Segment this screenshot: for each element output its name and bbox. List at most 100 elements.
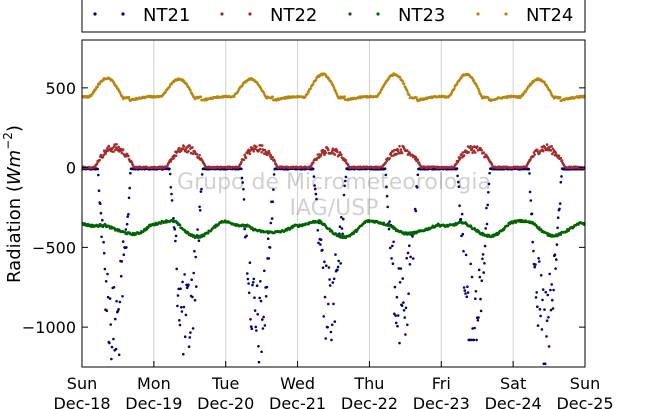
data-point — [206, 232, 210, 235]
data-point — [482, 151, 486, 154]
data-point — [98, 158, 101, 162]
data-point — [461, 151, 465, 154]
data-point — [401, 277, 405, 280]
data-point — [108, 297, 112, 300]
data-point — [550, 283, 553, 286]
data-point — [408, 263, 412, 266]
data-point — [244, 156, 248, 159]
data-point — [110, 345, 114, 349]
data-point — [257, 345, 260, 348]
data-point — [340, 153, 343, 157]
data-point — [391, 244, 394, 248]
data-point — [473, 326, 476, 330]
data-point — [466, 291, 470, 294]
y-tick-label: −1000 — [22, 318, 76, 337]
data-point — [314, 78, 318, 82]
data-point — [178, 319, 181, 322]
data-point — [391, 262, 395, 266]
data-point — [170, 192, 173, 196]
data-point — [539, 314, 542, 318]
x-tick-label-date: Dec-24 — [485, 394, 542, 409]
data-point — [344, 179, 347, 183]
data-point — [174, 239, 177, 243]
data-point — [107, 144, 111, 148]
data-point — [246, 272, 249, 275]
data-point — [117, 308, 120, 311]
data-point — [261, 144, 264, 147]
data-point — [111, 147, 114, 150]
data-point — [393, 312, 396, 316]
data-point — [257, 360, 261, 364]
data-point — [477, 268, 481, 272]
data-point — [106, 272, 109, 276]
data-point — [462, 286, 466, 289]
data-point — [331, 281, 335, 284]
data-point — [168, 85, 171, 89]
data-point — [97, 189, 101, 192]
data-point — [550, 145, 553, 148]
data-point — [176, 304, 179, 308]
data-point — [532, 151, 536, 154]
legend-marker — [376, 12, 380, 16]
data-point — [543, 308, 546, 311]
data-point — [173, 228, 177, 231]
data-point — [322, 315, 326, 318]
data-point — [97, 173, 100, 177]
data-point — [115, 143, 118, 146]
data-point — [462, 249, 465, 253]
data-point — [464, 253, 468, 257]
data-point — [325, 264, 328, 268]
data-point — [465, 295, 469, 299]
data-point — [323, 295, 327, 299]
data-point — [117, 145, 120, 149]
data-point — [321, 266, 325, 270]
data-point — [487, 191, 490, 194]
data-point — [554, 151, 557, 154]
data-point — [471, 151, 474, 154]
legend-marker — [220, 12, 224, 16]
data-point — [470, 338, 473, 342]
data-point — [538, 226, 541, 229]
data-point — [383, 167, 387, 170]
data-point — [458, 204, 461, 207]
data-point — [255, 145, 258, 148]
data-point — [99, 202, 102, 205]
data-point — [545, 335, 548, 338]
data-point — [481, 257, 484, 261]
data-point — [121, 295, 124, 298]
data-point — [324, 337, 328, 340]
data-point — [182, 305, 186, 309]
data-point — [128, 186, 131, 190]
data-point — [246, 277, 250, 281]
data-point — [271, 156, 275, 159]
data-point — [344, 175, 348, 179]
data-point — [486, 203, 490, 207]
data-point — [247, 291, 251, 295]
data-point — [258, 296, 262, 300]
series-nt24 — [82, 72, 585, 103]
data-point — [547, 345, 551, 348]
data-point — [199, 95, 203, 99]
data-point — [406, 89, 409, 93]
data-point — [479, 309, 483, 313]
data-point — [179, 287, 182, 291]
legend-label: NT21 — [143, 5, 190, 26]
x-tick-label-date: Dec-20 — [197, 394, 254, 409]
data-point — [193, 249, 196, 253]
data-point — [255, 284, 259, 288]
data-point — [333, 320, 337, 323]
data-point — [405, 256, 409, 260]
data-point — [316, 229, 320, 232]
data-point — [392, 240, 395, 244]
data-point — [260, 350, 263, 354]
data-point — [259, 147, 262, 151]
data-point — [255, 329, 258, 332]
data-point — [532, 249, 535, 253]
data-point — [395, 295, 399, 299]
data-point — [240, 167, 243, 171]
data-point — [319, 243, 322, 246]
data-point — [180, 306, 183, 309]
data-point — [330, 338, 333, 342]
data-point — [272, 173, 276, 176]
data-point — [178, 223, 182, 227]
